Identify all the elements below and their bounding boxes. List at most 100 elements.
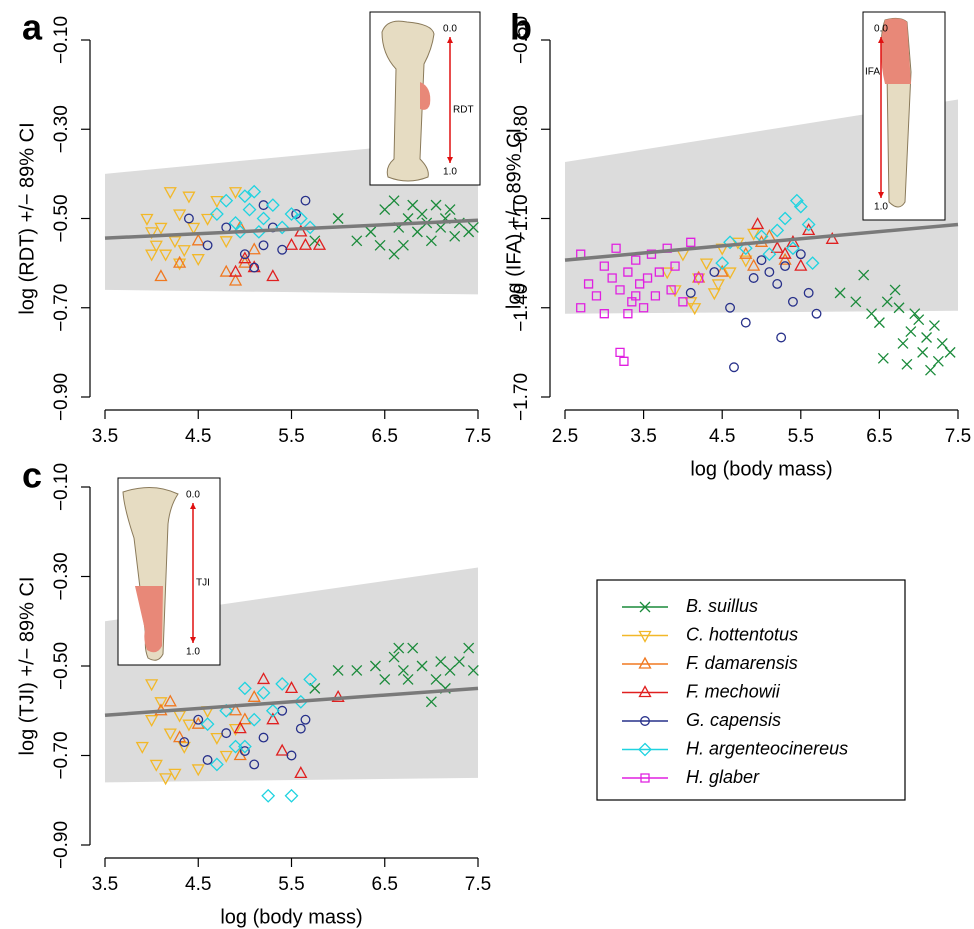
y-tick-label: −0.10 (51, 463, 72, 511)
legend-marker (638, 742, 652, 757)
fit-line (564, 222, 959, 262)
point (631, 291, 641, 301)
bone (381, 20, 435, 182)
point (738, 241, 753, 256)
point (646, 249, 657, 259)
point (627, 297, 637, 307)
point (611, 243, 621, 253)
point (179, 737, 190, 748)
point (191, 254, 205, 267)
legend-label: G. capensis (686, 710, 781, 730)
inset-bottom: 1.0 (874, 202, 888, 213)
point (650, 291, 661, 301)
point (936, 337, 948, 349)
point (905, 326, 917, 338)
point (379, 204, 391, 216)
point (159, 249, 173, 262)
point (762, 247, 777, 262)
point (239, 249, 250, 260)
point (284, 681, 299, 694)
point (256, 685, 271, 700)
y-tick-label: −0.50 (51, 642, 72, 690)
point (925, 364, 936, 376)
y-tick-label: −0.70 (51, 284, 72, 332)
point (770, 240, 784, 253)
point (219, 264, 233, 277)
point (249, 262, 260, 273)
point (388, 651, 400, 663)
point (295, 723, 306, 734)
point (228, 273, 243, 286)
point (850, 296, 862, 308)
legend-marker (638, 685, 652, 698)
inset-top: 0.0 (443, 24, 457, 35)
legend-box (596, 579, 906, 801)
point (688, 303, 702, 316)
point (686, 237, 696, 247)
point (284, 237, 299, 250)
point (901, 358, 913, 370)
point (303, 220, 318, 235)
point (154, 697, 168, 710)
point (944, 346, 956, 358)
point (228, 703, 243, 716)
point (778, 211, 792, 226)
point (670, 261, 680, 271)
x-tick-label: 3.5 (92, 874, 118, 895)
point (228, 216, 243, 230)
point (237, 739, 252, 754)
point (881, 296, 893, 308)
point (678, 297, 688, 307)
x-axis-label: log (body mass) (690, 458, 832, 480)
point (365, 226, 377, 238)
point (219, 236, 233, 249)
point (221, 728, 232, 739)
inset-landmark: TJI (196, 578, 210, 589)
point (238, 712, 252, 725)
point (351, 235, 363, 247)
point (247, 184, 262, 199)
ci-band (565, 99, 958, 314)
point (228, 739, 243, 754)
point (293, 211, 308, 226)
point (294, 766, 308, 779)
point (219, 750, 233, 763)
y-tick-label: −1.10 (511, 194, 532, 242)
point (425, 235, 437, 247)
y-tick-label: −0.30 (51, 552, 72, 600)
point (256, 211, 271, 226)
point (802, 223, 816, 236)
panel-label: a (22, 7, 43, 48)
point (191, 764, 205, 777)
point (725, 302, 736, 313)
point (258, 732, 269, 743)
point (258, 200, 269, 211)
x-tick-label: 4.5 (185, 874, 211, 895)
point (258, 240, 269, 251)
point (425, 696, 437, 708)
point (772, 279, 783, 289)
y-tick-label: −0.10 (51, 16, 72, 64)
point (228, 264, 243, 277)
x-tick-label: 4.5 (185, 426, 211, 447)
point (249, 759, 260, 770)
point (200, 213, 215, 226)
x-tick-label: 5.5 (278, 874, 304, 895)
point (300, 714, 311, 725)
point (186, 222, 201, 235)
point (163, 728, 177, 741)
point (149, 759, 163, 772)
point (430, 199, 442, 211)
point (228, 187, 243, 200)
point (200, 717, 215, 732)
y-tick-label: −0.90 (51, 373, 72, 421)
point (266, 712, 280, 725)
point (242, 202, 257, 217)
point (449, 230, 461, 242)
point (778, 246, 792, 259)
point (163, 694, 177, 707)
point (154, 222, 168, 235)
point (893, 302, 905, 314)
point (660, 267, 674, 280)
point (619, 356, 629, 366)
